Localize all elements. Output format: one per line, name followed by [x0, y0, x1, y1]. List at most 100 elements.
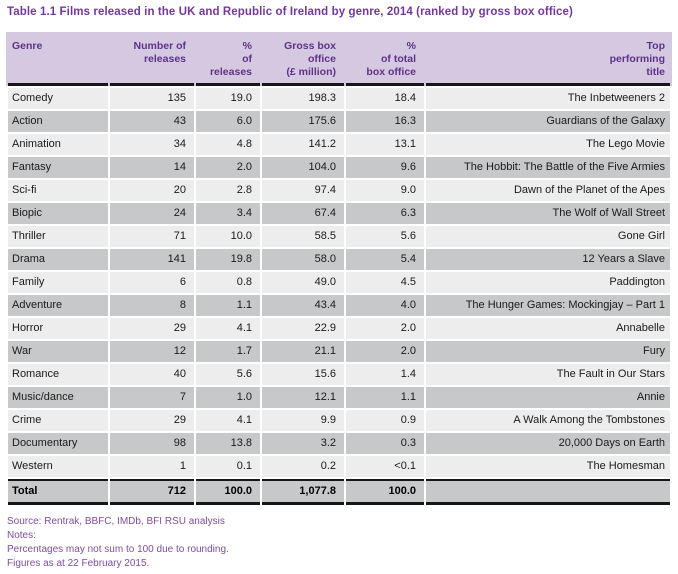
data-cell [426, 479, 670, 505]
data-cell: 5.6 [196, 364, 260, 385]
data-cell: 4.1 [196, 318, 260, 339]
data-cell: 15.6 [262, 364, 344, 385]
data-cell: 1.0 [196, 387, 260, 408]
data-cell: 2.0 [346, 341, 424, 362]
films-by-genre-table: Genre Number of releases% of releases Gros… [6, 32, 672, 507]
genre-cell: Thriller [8, 226, 108, 247]
column-header-pct-of-total-box-office: % of total box office [346, 34, 424, 86]
genre-cell: Romance [8, 364, 108, 385]
genre-cell: Documentary [8, 433, 108, 454]
genre-cell: Total [8, 479, 108, 505]
data-cell: 20 [110, 180, 194, 201]
column-header-top-performing-title: Top performing title [426, 34, 670, 86]
data-cell: 198.3 [262, 88, 344, 109]
data-cell: 6.0 [196, 111, 260, 132]
data-cell: 40 [110, 364, 194, 385]
data-cell: 21.1 [262, 341, 344, 362]
data-cell: 8 [110, 295, 194, 316]
data-cell: A Walk Among the Tombstones [426, 410, 670, 431]
data-cell: 14 [110, 157, 194, 178]
data-cell: 4.8 [196, 134, 260, 155]
data-cell: 22.9 [262, 318, 344, 339]
data-cell: 18.4 [346, 88, 424, 109]
data-cell: 4.5 [346, 272, 424, 293]
data-cell: 6 [110, 272, 194, 293]
data-cell: Annabelle [426, 318, 670, 339]
table-header: Genre Number of releases% of releases Gros… [8, 34, 670, 86]
genre-cell: Family [8, 272, 108, 293]
data-cell: 4.1 [196, 410, 260, 431]
data-cell: 141.2 [262, 134, 344, 155]
genre-cell: Adventure [8, 295, 108, 316]
total-row: Total 712 100.0 1,077.8 100.0 [8, 479, 670, 505]
data-cell: The Lego Movie [426, 134, 670, 155]
data-cell: 0.9 [346, 410, 424, 431]
data-cell: 43 [110, 111, 194, 132]
data-cell: 141 [110, 249, 194, 270]
data-cell: Annie [426, 387, 670, 408]
data-cell: 12.1 [262, 387, 344, 408]
data-cell: 49.0 [262, 272, 344, 293]
data-cell: Gone Girl [426, 226, 670, 247]
data-cell: 1.4 [346, 364, 424, 385]
data-cell: 0.8 [196, 272, 260, 293]
data-cell: 29 [110, 318, 194, 339]
data-cell: 100.0 [196, 479, 260, 505]
data-cell: 5.4 [346, 249, 424, 270]
genre-cell: Western [8, 456, 108, 477]
data-cell: 6.3 [346, 203, 424, 224]
column-header-gross-box-office: Gross box office (£ million) [262, 34, 344, 86]
table-row: Horror 29 4.1 22.9 2.0 Annabelle [8, 318, 670, 339]
genre-cell: War [8, 341, 108, 362]
table-row: Action 43 6.0 175.6 16.3 Guardians of the Gal… [8, 111, 670, 132]
data-cell: 9.0 [346, 180, 424, 201]
genre-cell: Fantasy [8, 157, 108, 178]
data-cell: 4.0 [346, 295, 424, 316]
data-cell: 100.0 [346, 479, 424, 505]
table-row: Sci-fi 20 2.8 97.4 9.0 Dawn of the Planet of … [8, 180, 670, 201]
data-cell: 19.0 [196, 88, 260, 109]
data-cell: The Inbetweeners 2 [426, 88, 670, 109]
data-cell: 43.4 [262, 295, 344, 316]
data-cell: 7 [110, 387, 194, 408]
data-cell: 3.4 [196, 203, 260, 224]
table-row: Biopic 24 3.4 67.4 6.3 The Wolf of Wall Stree… [8, 203, 670, 224]
data-cell: 1.7 [196, 341, 260, 362]
table-row: Comedy 135 19.0 198.3 18.4 The Inbetweeners 2 [8, 88, 670, 109]
table-row: Thriller 71 10.0 58.5 5.6 Gone Girl [8, 226, 670, 247]
data-cell: 175.6 [262, 111, 344, 132]
genre-cell: Animation [8, 134, 108, 155]
genre-cell: Music/dance [8, 387, 108, 408]
data-cell: 67.4 [262, 203, 344, 224]
table-row: Romance 40 5.6 15.6 1.4 The Fault in Our Star… [8, 364, 670, 385]
data-cell: The Wolf of Wall Street [426, 203, 670, 224]
data-cell: 1,077.8 [262, 479, 344, 505]
footer-notes-label: Notes: [7, 530, 36, 541]
genre-cell: Horror [8, 318, 108, 339]
data-cell: 34 [110, 134, 194, 155]
data-cell: 19.8 [196, 249, 260, 270]
data-cell: 2.8 [196, 180, 260, 201]
data-cell: 1.1 [196, 295, 260, 316]
data-cell: The Hunger Games: Mockingjay – Part 1 [426, 295, 670, 316]
data-cell: The Fault in Our Stars [426, 364, 670, 385]
data-cell: 13.1 [346, 134, 424, 155]
data-cell: 20,000 Days on Earth [426, 433, 670, 454]
data-cell: 24 [110, 203, 194, 224]
header-row: Genre Number of releases% of releases Gros… [8, 34, 670, 86]
data-cell: 29 [110, 410, 194, 431]
data-cell: 2.0 [346, 318, 424, 339]
data-cell: 58.5 [262, 226, 344, 247]
data-cell: 135 [110, 88, 194, 109]
data-cell: Fury [426, 341, 670, 362]
table-row: Animation 34 4.8 141.2 13.1 The Lego Movie [8, 134, 670, 155]
data-cell: The Homesman [426, 456, 670, 477]
footer-note-1: Percentages may not sum to 100 due to ro… [7, 544, 229, 555]
data-cell: The Hobbit: The Battle of the Five Armie… [426, 157, 670, 178]
data-cell: 2.0 [196, 157, 260, 178]
data-cell: 12 Years a Slave [426, 249, 670, 270]
table-row: Crime 29 4.1 9.9 0.9 A Walk Among the Tombsto… [8, 410, 670, 431]
footer-note-2: Figures as at 22 February 2015. [7, 558, 150, 569]
genre-cell: Drama [8, 249, 108, 270]
data-cell: 9.9 [262, 410, 344, 431]
